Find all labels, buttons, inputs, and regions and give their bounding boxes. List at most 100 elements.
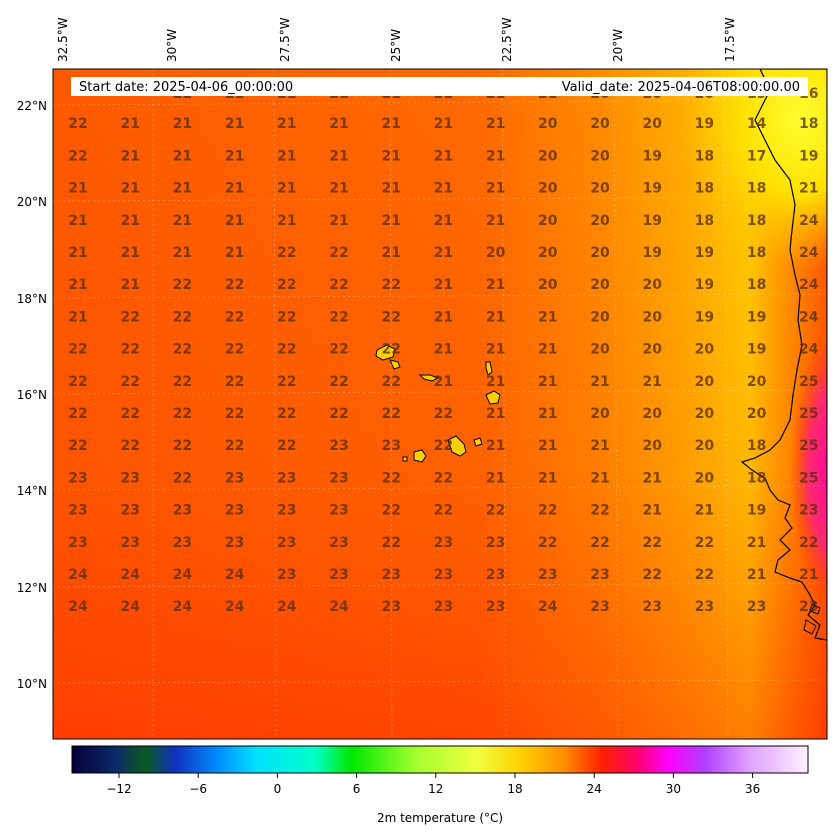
- lat-label: 10°N: [17, 677, 47, 691]
- temperature-value: 24: [329, 599, 349, 615]
- temperature-value: 18: [747, 213, 766, 229]
- temperature-value: 21: [434, 213, 453, 229]
- temperature-value: 20: [695, 406, 715, 422]
- temperature-value: 22: [695, 567, 714, 583]
- temperature-value: 22: [173, 406, 192, 422]
- temperature-value: 22: [329, 374, 348, 390]
- temperature-value: 23: [68, 470, 87, 486]
- coastline: [740, 69, 827, 641]
- temperature-value: 21: [173, 213, 192, 229]
- temperature-value: 22: [120, 406, 139, 422]
- temperature-value: 22: [329, 309, 348, 325]
- temperature-value: 22: [642, 567, 661, 583]
- temperature-value: 22: [277, 277, 296, 293]
- temperature-value: 21: [538, 374, 557, 390]
- temperature-value: 22: [590, 503, 609, 519]
- temperature-value: 21: [225, 213, 244, 229]
- cool-anomaly-northeast: [680, 69, 827, 270]
- temperature-value: 21: [277, 181, 296, 197]
- temperature-value: 22: [277, 245, 296, 261]
- temperature-value: 22: [381, 470, 400, 486]
- colorbar-scale: [71, 745, 809, 774]
- temperature-value: 21: [486, 438, 505, 454]
- temperature-value: 20: [538, 148, 558, 164]
- temperature-value: 18: [747, 438, 766, 454]
- temperature-value: 21: [590, 374, 609, 390]
- temperature-value: 21: [434, 181, 453, 197]
- temperature-value: 20: [590, 116, 610, 132]
- temperature-value: 22: [173, 470, 192, 486]
- temperature-value: 22: [68, 342, 87, 358]
- temperature-value: 24: [225, 599, 245, 615]
- temperature-value: 23: [434, 567, 453, 583]
- temperature-value: 19: [695, 245, 714, 261]
- temperature-value: 21: [538, 309, 557, 325]
- lat-label: 12°N: [17, 581, 47, 595]
- temperature-value: 20: [590, 406, 610, 422]
- temperature-value: 22: [173, 342, 192, 358]
- temperature-value: 22: [799, 535, 818, 551]
- temperature-value: 22: [173, 374, 192, 390]
- temperature-value: 22: [277, 342, 296, 358]
- temperature-value: 21: [590, 470, 609, 486]
- temperature-value: 21: [747, 567, 766, 583]
- temperature-value: 23: [799, 599, 818, 615]
- island-santo-antao: [375, 344, 396, 361]
- temperature-value: 21: [434, 148, 453, 164]
- temperature-value: 22: [68, 116, 87, 132]
- temperature-value: 22: [225, 277, 244, 293]
- temperature-value: 21: [590, 438, 609, 454]
- temperature-value: 22: [381, 535, 400, 551]
- temperature-value: 21: [381, 245, 400, 261]
- temperature-value: 18: [695, 148, 714, 164]
- temperature-value: 18: [695, 181, 714, 197]
- temperature-value: 20: [642, 277, 662, 293]
- temperature-value: 20: [695, 438, 715, 454]
- temperature-value: 21: [434, 309, 453, 325]
- temperature-value: 21: [747, 535, 766, 551]
- temperature-value: 21: [225, 245, 244, 261]
- temperature-value: 23: [120, 503, 139, 519]
- temperature-value: 20: [590, 148, 610, 164]
- temperature-value: 22: [434, 470, 453, 486]
- temperature-value: 22: [538, 535, 557, 551]
- temperature-value: 21: [486, 116, 505, 132]
- temperature-value: 17: [747, 148, 766, 164]
- lon-label: 22.5°W: [500, 17, 514, 62]
- temperature-value: 22: [120, 438, 139, 454]
- temperature-value: 23: [277, 535, 296, 551]
- temperature-value: 23: [329, 438, 348, 454]
- temperature-value: 22: [277, 438, 296, 454]
- temperature-value: 21: [538, 470, 557, 486]
- island-boa-vista: [485, 390, 501, 405]
- island-sal: [485, 361, 493, 376]
- temperature-value: 21: [68, 181, 87, 197]
- temperature-value: 24: [225, 567, 245, 583]
- temperature-value: 24: [799, 342, 819, 358]
- temperature-value: 21: [68, 309, 87, 325]
- temperature-value: 21: [329, 148, 348, 164]
- island-fogo: [413, 449, 427, 463]
- temperature-value: 21: [486, 148, 505, 164]
- temperature-value: 22: [381, 503, 400, 519]
- temperature-value: 22: [277, 374, 296, 390]
- colorbar-tick-label: 6: [353, 782, 361, 796]
- temperature-value: 20: [590, 181, 610, 197]
- temperature-value: 23: [799, 503, 818, 519]
- temperature-value: 24: [277, 599, 297, 615]
- temperature-value: 24: [173, 599, 193, 615]
- temperature-value: 19: [695, 116, 714, 132]
- temperature-value: 21: [538, 438, 557, 454]
- temperature-value: 21: [642, 374, 661, 390]
- temperature-value: 22: [329, 245, 348, 261]
- colorbar-tick-label: 36: [745, 782, 760, 796]
- temperature-value: 23: [747, 599, 766, 615]
- temperature-value: 21: [120, 213, 139, 229]
- temperature-value: 20: [538, 277, 558, 293]
- temperature-value: 21: [486, 342, 505, 358]
- temperature-value: 23: [486, 567, 505, 583]
- temperature-value: 22: [225, 374, 244, 390]
- temperature-value: 22: [381, 309, 400, 325]
- temperature-value: 22: [329, 406, 348, 422]
- temperature-value: 20: [642, 342, 662, 358]
